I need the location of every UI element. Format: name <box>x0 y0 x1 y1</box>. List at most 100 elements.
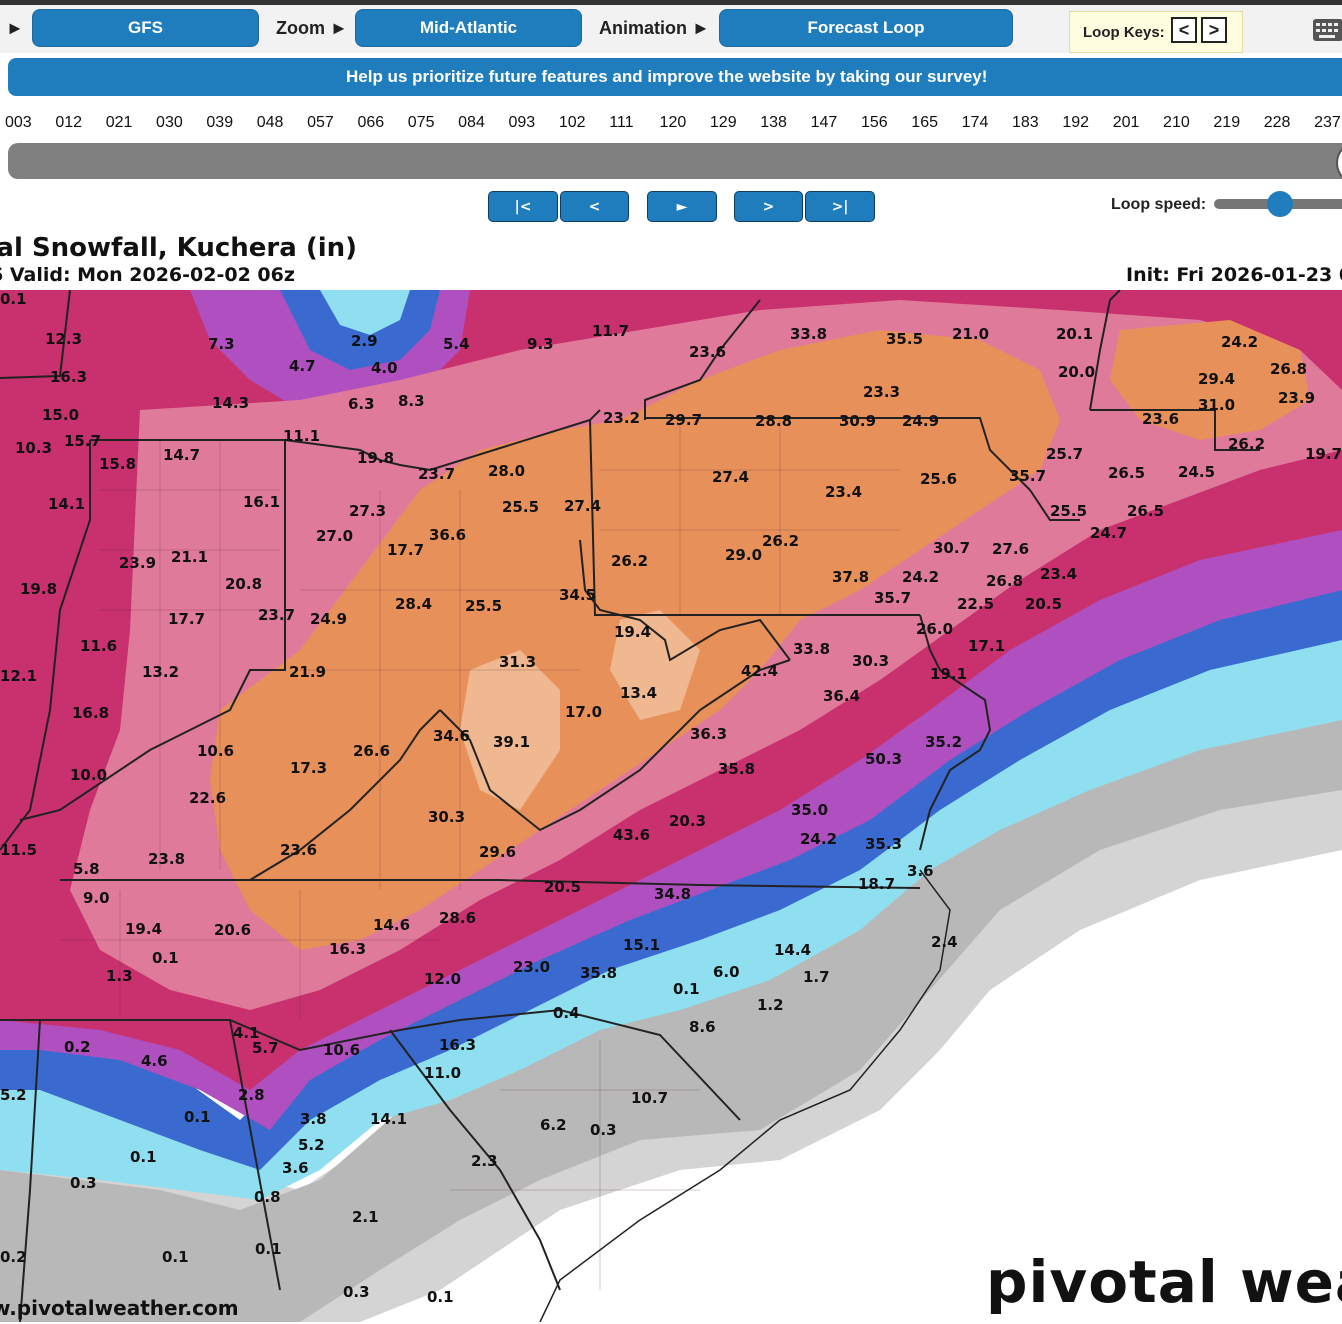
snowfall-value: 20.1 <box>1056 325 1094 343</box>
nav-bar: l ► GFS Zoom ► Mid-Atlantic Animation ► … <box>0 5 1342 53</box>
snowfall-value: 16.8 <box>72 704 110 722</box>
play-button[interactable]: ► <box>647 191 717 222</box>
forecast-hour-066[interactable]: 066 <box>357 114 385 131</box>
snowfall-value: 35.0 <box>791 801 829 819</box>
forecast-hour-048[interactable]: 048 <box>256 114 284 131</box>
snowfall-value: 5.2 <box>298 1136 325 1154</box>
snowfall-value: 22.6 <box>189 789 227 807</box>
forecast-hour-138[interactable]: 138 <box>760 114 787 131</box>
forecast-hour-084[interactable]: 084 <box>458 114 485 131</box>
forecast-hour-102[interactable]: 102 <box>558 114 586 131</box>
snowfall-value: 21.9 <box>289 663 327 681</box>
snowfall-value: 30.7 <box>933 539 971 557</box>
snowfall-value: 26.5 <box>1108 464 1146 482</box>
snowfall-value: 3.6 <box>282 1159 309 1177</box>
forecast-hour-147[interactable]: 147 <box>810 114 838 131</box>
snowfall-value: 10.0 <box>70 766 108 784</box>
snowfall-value: 28.4 <box>395 595 433 613</box>
snowfall-value: 34.6 <box>433 727 471 745</box>
snowfall-value: 24.2 <box>800 830 838 848</box>
snowfall-value: 11.7 <box>592 322 630 340</box>
snowfall-value: 4.1 <box>233 1024 260 1042</box>
snowfall-value: 36.6 <box>429 526 467 544</box>
snowfall-value: 23.2 <box>603 409 641 427</box>
snowfall-value: 23.6 <box>1142 410 1180 428</box>
snowfall-map[interactable]: 12.3 7.3 2.9 5.4 9.3 11.7 33.8 35.5 21.0 20.1 24.2… <box>0 290 1342 1322</box>
snowfall-value: 19.4 <box>614 623 652 641</box>
snowfall-value: 11.6 <box>80 637 118 655</box>
forecast-hour-237[interactable]: 237 <box>1314 114 1341 131</box>
previous-frame-button[interactable]: < <box>560 191 629 222</box>
forecast-hour-039[interactable]: 039 <box>206 114 234 131</box>
last-frame-button[interactable]: >| <box>805 191 875 222</box>
loop-keys-label: Loop Keys: <box>1083 24 1165 41</box>
forecast-hour-slider[interactable] <box>8 143 1342 179</box>
forecast-hour-093[interactable]: 093 <box>508 114 536 131</box>
snowfall-value: 17.0 <box>565 703 603 721</box>
snowfall-value: 0.1 <box>0 290 27 308</box>
forecast-hour-219[interactable]: 219 <box>1213 114 1241 131</box>
survey-banner[interactable]: Help us prioritize future features and i… <box>8 58 1342 96</box>
snowfall-value: 28.8 <box>755 412 793 430</box>
snowfall-value: 29.0 <box>725 546 763 564</box>
forecast-hour-057[interactable]: 057 <box>307 114 334 131</box>
loop-key-prev[interactable]: < <box>1171 17 1197 43</box>
snowfall-value: 14.1 <box>48 495 86 513</box>
snowfall-value: 23.0 <box>513 958 551 976</box>
snowfall-value: 26.0 <box>916 620 954 638</box>
snowfall-value: 24.2 <box>1221 333 1259 351</box>
forecast-hour-201[interactable]: 201 <box>1112 114 1140 131</box>
model-button[interactable]: GFS <box>32 9 259 47</box>
snowfall-value: 36.3 <box>690 725 728 743</box>
forecast-hour-210[interactable]: 210 <box>1163 114 1190 131</box>
snowfall-value: 23.7 <box>258 606 296 624</box>
snowfall-value: 28.0 <box>488 462 526 480</box>
loop-speed-handle[interactable] <box>1267 191 1293 217</box>
snowfall-value: 30.3 <box>852 652 890 670</box>
forecast-hour-156[interactable]: 156 <box>860 114 888 131</box>
first-frame-button[interactable]: |< <box>488 191 558 222</box>
snowfall-value: 1.7 <box>803 968 830 986</box>
snowfall-value: 11.5 <box>0 841 38 859</box>
snowfall-value: 19.4 <box>125 920 163 938</box>
forecast-hour-228[interactable]: 228 <box>1263 114 1291 131</box>
snowfall-value: 35.7 <box>1009 467 1047 485</box>
snowfall-value: 0.1 <box>162 1248 189 1266</box>
snowfall-value: 14.1 <box>370 1110 408 1128</box>
forecast-hour-120[interactable]: 120 <box>659 114 687 131</box>
snowfall-value: 27.0 <box>316 527 354 545</box>
forecast-hour-030[interactable]: 030 <box>156 114 183 131</box>
snowfall-value: 5.8 <box>73 860 100 878</box>
forecast-hour-192[interactable]: 192 <box>1062 114 1090 131</box>
snowfall-value: 17.1 <box>968 637 1006 655</box>
forecast-hour-174[interactable]: 174 <box>961 114 989 131</box>
keyboard-icon[interactable] <box>1313 19 1342 41</box>
snowfall-value: 13.4 <box>620 684 658 702</box>
snowfall-value: 18.7 <box>858 875 896 893</box>
forecast-hour-021[interactable]: 021 <box>105 114 133 131</box>
snowfall-value: 0.1 <box>130 1148 157 1166</box>
forecast-hour-165[interactable]: 165 <box>911 114 938 131</box>
footer-url: w.pivotalweather.com <box>0 1296 239 1320</box>
snowfall-value: 23.6 <box>689 343 727 361</box>
region-button[interactable]: Mid-Atlantic <box>355 9 582 47</box>
snowfall-value: 5.4 <box>443 335 470 353</box>
forecast-loop-button[interactable]: Forecast Loop <box>719 9 1013 47</box>
forecast-hour-183[interactable]: 183 <box>1012 114 1039 131</box>
snowfall-value: 0.1 <box>673 980 700 998</box>
forecast-hour-129[interactable]: 129 <box>709 114 737 131</box>
nav-left-label: l ► <box>0 18 24 38</box>
forecast-hour-111[interactable]: 111 <box>609 114 634 131</box>
snowfall-value: 16.3 <box>329 940 367 958</box>
snowfall-value: 0.1 <box>184 1108 211 1126</box>
forecast-hour-003[interactable]: 003 <box>5 114 32 131</box>
next-frame-button[interactable]: > <box>734 191 803 222</box>
forecast-hour-075[interactable]: 075 <box>407 114 435 131</box>
snowfall-value: 20.6 <box>214 921 252 939</box>
forecast-hour-012[interactable]: 012 <box>55 114 83 131</box>
loop-key-next[interactable]: > <box>1201 17 1227 43</box>
snowfall-value: 24.7 <box>1090 524 1128 542</box>
zoom-label: Zoom ► <box>276 18 348 38</box>
forecast-hour-list: 003 012 021 030 039 048 057 066 075 084 093 102 111 1… <box>0 114 1342 136</box>
snowfall-value: 22.5 <box>957 595 995 613</box>
